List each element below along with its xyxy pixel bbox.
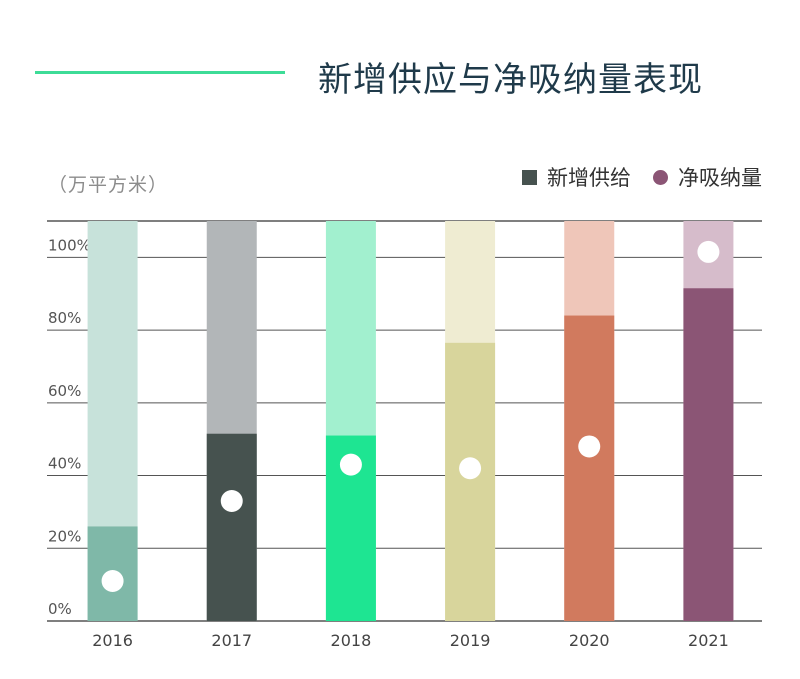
legend-label-supply: 新增供给	[547, 166, 631, 190]
legend-label-absorption: 净吸纳量	[678, 166, 762, 190]
y-tick-label: 80%	[48, 309, 81, 327]
x-tick-label: 2018	[331, 631, 372, 650]
y-tick-label: 100%	[48, 236, 91, 254]
bar-supply	[206, 433, 257, 621]
legend: 新增供给 净吸纳量	[500, 162, 762, 192]
title-accent-line	[35, 71, 285, 74]
unit-label: （万平方米）	[48, 174, 169, 196]
x-tick-label: 2021	[688, 631, 729, 650]
x-tick-label: 2016	[92, 631, 133, 650]
dot-absorption	[220, 490, 243, 512]
y-tick-label: 40%	[48, 455, 81, 473]
dot-absorption	[697, 240, 720, 263]
y-tick-label: 60%	[48, 382, 81, 400]
legend-item-supply: 新增供给	[522, 162, 631, 192]
y-tick-label: 20%	[48, 527, 81, 545]
dot-absorption	[578, 435, 601, 458]
chart-title: 新增供应与净吸纳量表现	[318, 60, 703, 100]
legend-square-icon	[522, 169, 537, 185]
bar-supply	[564, 315, 615, 621]
bar-supply	[445, 342, 496, 621]
legend-item-absorption: 净吸纳量	[653, 162, 762, 192]
x-tick-label: 2019	[450, 631, 491, 650]
dot-absorption	[101, 570, 124, 592]
bar-supply	[683, 288, 734, 621]
dot-absorption	[459, 457, 482, 480]
dot-absorption	[339, 453, 362, 476]
y-tick-label: 0%	[48, 600, 72, 618]
x-tick-label: 2020	[569, 631, 610, 650]
legend-dot-icon	[653, 169, 668, 185]
x-tick-label: 2017	[211, 631, 252, 650]
